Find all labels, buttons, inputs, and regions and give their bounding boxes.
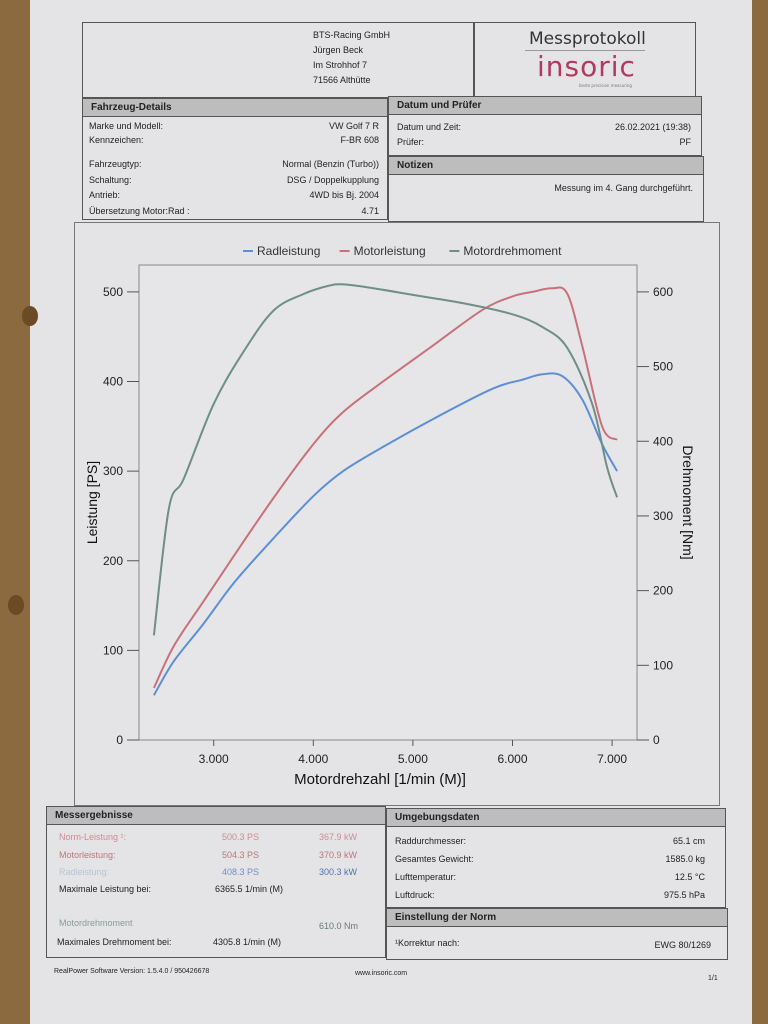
tester-value: PF: [679, 137, 691, 147]
x-tick-label: 4.000: [298, 752, 328, 766]
x-axis-label: Motordrehzahl [1/min (M)]: [294, 771, 466, 788]
date-tester-header: Datum und Prüfer: [389, 97, 701, 115]
y2-tick-label: 100: [653, 658, 673, 672]
norm-label: ¹Korrektur nach:: [395, 938, 460, 948]
dyno-chart: Radleistung Motorleistung Motordrehmoment 3…: [84, 244, 696, 788]
date-value: 26.02.2021 (19:38): [614, 122, 691, 132]
logo-tagline: beste precision measuring: [579, 83, 632, 88]
series-line-motordrehmoment: [152, 283, 619, 636]
environment-header: Umgebungsdaten: [387, 809, 725, 827]
wheel-power-label: Radleistung:: [59, 867, 110, 877]
max-torque-value: 4305.8 1/min (M): [213, 937, 282, 947]
motor-power-kw: 370.9 kW: [319, 850, 358, 860]
y-tick-label: 100: [103, 643, 123, 657]
vehicle-value: Normal (Benzin (Turbo)): [282, 159, 379, 169]
x-tick-label: 7.000: [597, 752, 627, 766]
max-power-value: 6365.5 1/min (M): [215, 884, 284, 894]
y-tick-label: 400: [103, 375, 123, 389]
y2-tick-label: 0: [653, 733, 660, 747]
vehicle-label: Antrieb:: [89, 190, 121, 200]
logo-title: Messprotokoll: [529, 29, 646, 49]
y-tick-label: 500: [103, 285, 123, 299]
notes-header: Notizen: [389, 157, 703, 175]
wheel-power-ps: 408.3 PS: [222, 867, 260, 877]
motor-power-label: Motorleistung:: [59, 850, 116, 860]
vehicle-label: Marke und Modell:: [89, 121, 164, 131]
notes-box: Notizen Messung im 4. Gang durchgeführt.: [388, 156, 704, 222]
legend-label: Motordrehmoment: [463, 244, 562, 258]
y-tick-label: 200: [103, 554, 123, 568]
env-label: Luftdruck:: [395, 890, 435, 900]
vehicle-label: Übersetzung Motor:Rad :: [89, 206, 190, 216]
address-box: BTS-Racing GmbH Jürgen Beck Im Strohhof …: [82, 22, 474, 98]
env-value: 12.5 °C: [674, 872, 705, 882]
y-tick-label: 300: [103, 464, 123, 478]
plot-area: [138, 264, 638, 741]
wheel-power-kw: 300.3 kW: [319, 867, 358, 877]
norm-power-ps: 500.3 PS: [222, 832, 260, 842]
address-street: Im Strohhof 7: [313, 60, 368, 70]
logo-brand: insoric: [537, 50, 636, 83]
vehicle-value: F-BR 608: [340, 135, 379, 145]
env-value: 975.5 hPa: [663, 890, 705, 900]
y-tick-label: 0: [116, 733, 123, 747]
env-label: Lufttemperatur:: [395, 872, 457, 882]
address-city: 71566 Althütte: [313, 75, 371, 85]
results-box: Messergebnisse Norm-Leistung ¹: 500.3 PS…: [46, 806, 386, 958]
software-version: RealPower Software Version: 1.5.4.0 / 95…: [54, 968, 210, 975]
norm-box: Einstellung der Norm ¹Korrektur nach: EW…: [386, 908, 728, 960]
y2-tick-label: 500: [653, 360, 673, 374]
norm-header: Einstellung der Norm: [387, 909, 727, 927]
y2-axis-label: Drehmoment [Nm]: [680, 445, 696, 559]
environment-box: Umgebungsdaten Raddurchmesser: 65.1 cm G…: [386, 808, 726, 908]
vehicle-label: Schaltung:: [89, 175, 132, 185]
date-tester-box: Datum und Prüfer Datum und Zeit: 26.02.2…: [388, 96, 702, 156]
norm-value: EWG 80/1269: [654, 940, 711, 950]
motor-power-ps: 504.3 PS: [222, 850, 260, 860]
torque-label: Motordrehmoment: [59, 918, 133, 928]
norm-power-kw: 367.9 kW: [319, 832, 358, 842]
vehicle-label: Fahrzeugtyp:: [89, 159, 142, 169]
tester-label: Prüfer:: [397, 137, 425, 147]
legend-label: Radleistung: [257, 244, 320, 258]
vehicle-details-header: Fahrzeug-Details: [83, 99, 387, 117]
vehicle-value: 4.71: [361, 206, 379, 216]
y-axis-label: Leistung [PS]: [84, 461, 100, 544]
series-line-radleistung: [153, 372, 618, 696]
env-value: 65.1 cm: [672, 836, 705, 846]
norm-power-label: Norm-Leistung ¹:: [59, 832, 127, 842]
y2-tick-label: 300: [653, 509, 673, 523]
max-power-label: Maximale Leistung bei:: [59, 884, 152, 894]
x-tick-label: 3.000: [199, 752, 229, 766]
max-torque-label: Maximales Drehmoment bei:: [57, 937, 172, 947]
chart-frame: Radleistung Motorleistung Motordrehmoment 3…: [74, 222, 720, 806]
env-label: Raddurchmesser:: [395, 836, 467, 846]
punch-hole-top: [22, 306, 38, 326]
x-tick-label: 6.000: [497, 752, 527, 766]
y2-tick-label: 400: [653, 434, 673, 448]
torque-value: 610.0 Nm: [319, 921, 359, 931]
env-value: 1585.0 kg: [665, 854, 705, 864]
vehicle-label: Kennzeichen:: [89, 135, 144, 145]
results-header: Messergebnisse: [47, 807, 385, 825]
y2-tick-label: 200: [653, 584, 673, 598]
vehicle-details-box: Fahrzeug-Details Marke und Modell: VW Go…: [82, 98, 388, 220]
footer-url[interactable]: www.insoric.com: [355, 970, 408, 977]
vehicle-value: DSG / Doppelkupplung: [286, 175, 379, 185]
logo-box: Messprotokoll insoric beste precision me…: [474, 22, 696, 98]
x-tick-label: 5.000: [398, 752, 428, 766]
notes-text: Messung im 4. Gang durchgeführt.: [554, 183, 693, 193]
y2-tick-label: 600: [653, 285, 673, 299]
logo-divider: [525, 50, 645, 51]
vehicle-value: 4WD bis Bj. 2004: [309, 190, 379, 200]
page-number: 1/1: [708, 975, 718, 982]
address-company: BTS-Racing GmbH: [313, 30, 391, 40]
punch-hole-bottom: [8, 595, 24, 615]
date-label: Datum und Zeit:: [397, 122, 462, 132]
env-label: Gesamtes Gewicht:: [395, 854, 474, 864]
series-line-motorleistung: [153, 286, 618, 689]
address-person: Jürgen Beck: [313, 45, 364, 55]
vehicle-value: VW Golf 7 R: [328, 121, 379, 131]
legend-label: Motorleistung: [354, 244, 426, 258]
